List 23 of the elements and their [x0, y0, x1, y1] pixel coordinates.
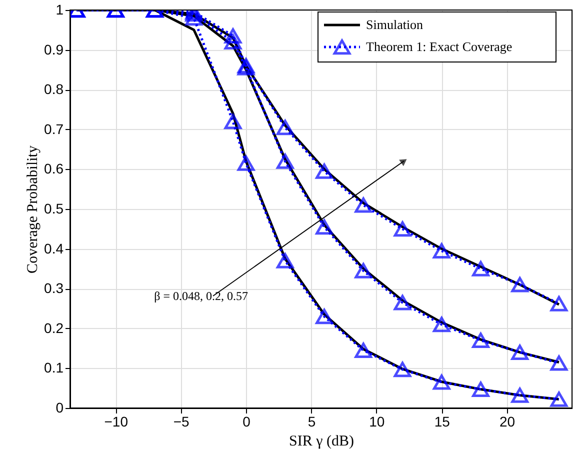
y-tick-label: 0: [56, 400, 64, 416]
y-tick-label: 0.9: [44, 41, 64, 58]
x-tick-label: 10: [369, 414, 385, 430]
x-tick-label: 15: [434, 414, 450, 430]
x-tick-label: −10: [104, 414, 128, 430]
y-tick-label: 0.7: [44, 120, 64, 137]
legend-label: Simulation: [366, 17, 424, 32]
y-tick-label: 0.2: [44, 320, 64, 336]
y-tick-label: 0.3: [44, 280, 64, 296]
y-tick-label: 0.8: [44, 81, 64, 98]
x-tick-label: 0: [242, 414, 251, 430]
annotation: β = 0.048, 0.2, 0.57: [154, 289, 248, 303]
x-tick-label: 20: [500, 414, 516, 430]
x-tick-label: −5: [173, 414, 190, 430]
y-tick-label: 0.1: [44, 360, 64, 376]
x-axis-title: SIR γ (dB): [289, 434, 354, 450]
legend-label: Theorem 1: Exact Coverage: [366, 39, 512, 54]
x-tick-label: 5: [308, 414, 316, 430]
y-tick-label: 0.5: [44, 200, 64, 216]
y-tick-label: 0.4: [44, 240, 64, 256]
y-tick-label: 0.6: [44, 160, 64, 177]
y-axis-title: Coverage Probability: [25, 145, 42, 274]
y-tick-label: 1: [56, 2, 64, 18]
